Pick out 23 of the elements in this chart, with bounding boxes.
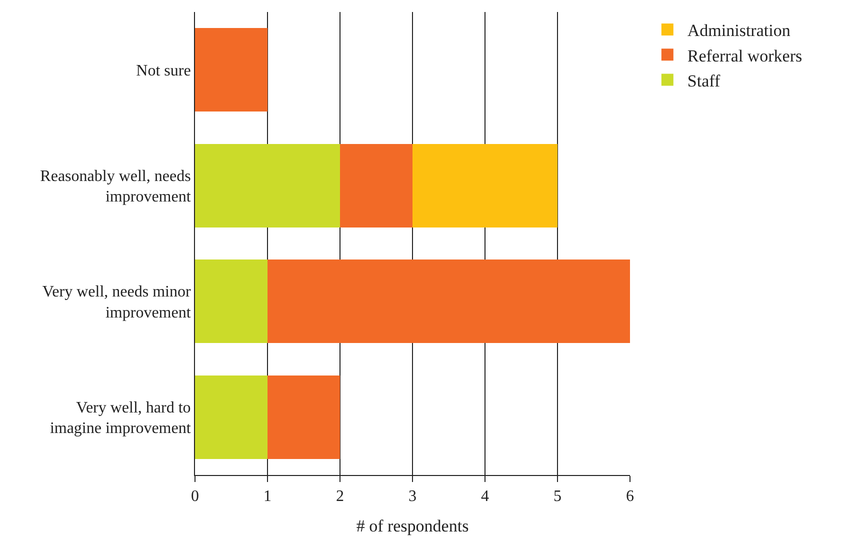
legend-label: Staff [687,71,720,90]
legend-label: Referral workers [687,46,802,66]
x-tick-label: 4 [481,488,489,506]
bar [268,260,630,344]
x-tick-label: 3 [408,488,416,506]
bar [340,144,412,228]
legend-label: Administration [687,21,791,40]
x-tick-label: 5 [554,488,562,506]
bar [268,375,340,459]
x-axis-title: # of respondents [356,516,469,536]
bar [195,144,340,228]
y-tick-label: Very well, needs minor improvement [42,284,192,322]
x-tick-label: 6 [626,488,634,506]
x-tick-label: 1 [264,488,272,506]
x-tick-label: 0 [191,488,199,506]
y-tick-label: Very well, hard to imagine improvement [50,399,192,438]
bar [412,144,558,228]
bar [195,375,268,459]
bar [195,260,268,344]
bar [195,28,268,112]
y-tick-label: Not sure [136,62,191,80]
y-tick-label: Reasonably well, needs improvement [40,168,192,206]
x-tick-label: 2 [336,488,344,506]
